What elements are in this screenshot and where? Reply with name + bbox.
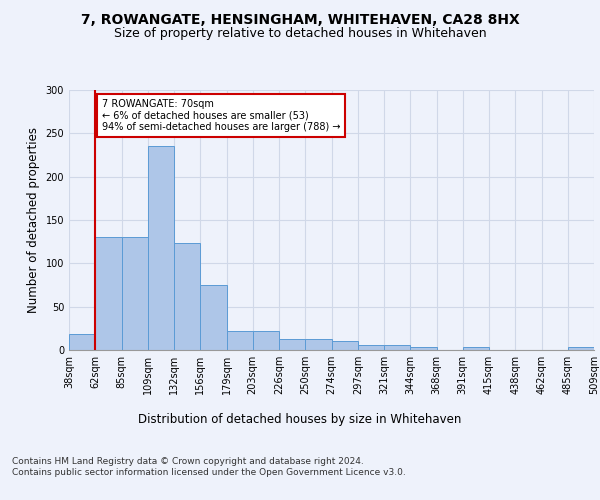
Bar [69,334,95,350]
Bar [148,146,174,350]
Bar [331,342,358,350]
Bar [253,331,279,350]
Bar [95,238,121,350]
Text: 7 ROWANGATE: 70sqm
← 6% of detached houses are smaller (53)
94% of semi-detached: 7 ROWANGATE: 70sqm ← 6% of detached hous… [102,98,340,132]
Bar [463,348,489,350]
Bar [279,338,305,350]
Text: Size of property relative to detached houses in Whitehaven: Size of property relative to detached ho… [113,28,487,40]
Text: Contains HM Land Registry data © Crown copyright and database right 2024.
Contai: Contains HM Land Registry data © Crown c… [12,458,406,477]
Bar [305,338,331,350]
Bar [568,348,594,350]
Text: 7, ROWANGATE, HENSINGHAM, WHITEHAVEN, CA28 8HX: 7, ROWANGATE, HENSINGHAM, WHITEHAVEN, CA… [80,12,520,26]
Bar [384,345,410,350]
Bar [410,348,437,350]
Bar [227,331,253,350]
Text: Distribution of detached houses by size in Whitehaven: Distribution of detached houses by size … [139,412,461,426]
Bar [121,238,148,350]
Y-axis label: Number of detached properties: Number of detached properties [27,127,40,313]
Bar [200,285,227,350]
Bar [174,244,200,350]
Bar [358,345,384,350]
